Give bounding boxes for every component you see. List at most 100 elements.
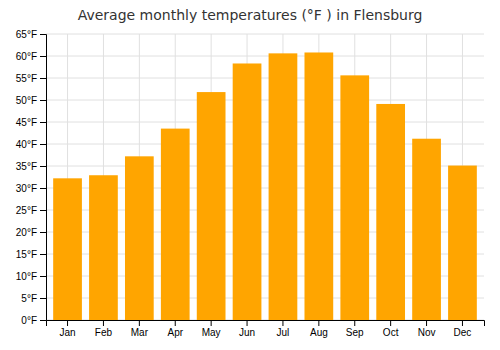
tick-label: 50°F bbox=[16, 95, 37, 106]
bar bbox=[448, 166, 477, 320]
grid-line bbox=[46, 78, 484, 79]
bar bbox=[89, 175, 118, 320]
tick: Aug bbox=[310, 320, 328, 338]
tick-mark bbox=[40, 100, 46, 101]
tick: 35°F bbox=[16, 161, 46, 172]
tick: Jun bbox=[239, 320, 255, 338]
tick-mark bbox=[139, 320, 140, 326]
grid-line bbox=[46, 100, 484, 101]
grid bbox=[46, 34, 484, 320]
tick-label: Jan bbox=[59, 327, 75, 338]
tick-mark bbox=[40, 298, 46, 299]
tick: Nov bbox=[418, 320, 436, 338]
tick-label: Nov bbox=[418, 327, 436, 338]
tick-label: 45°F bbox=[16, 117, 37, 128]
tick-mark bbox=[247, 320, 248, 326]
tick-label: 30°F bbox=[16, 183, 37, 194]
tick-mark bbox=[40, 56, 46, 57]
tick: 45°F bbox=[16, 117, 46, 128]
bar bbox=[304, 52, 333, 320]
axis-line bbox=[40, 35, 47, 321]
bar bbox=[197, 92, 226, 320]
tick-label: Apr bbox=[167, 327, 183, 338]
tick-label: 10°F bbox=[16, 271, 37, 282]
bar bbox=[269, 53, 298, 320]
tick: 15°F bbox=[16, 249, 46, 260]
tick: 0°F bbox=[21, 315, 46, 326]
tick-label: Jul bbox=[277, 327, 290, 338]
grid-line bbox=[46, 56, 484, 57]
chart: Average monthly temperatures (°F ) in Fl… bbox=[0, 0, 500, 350]
tick-label: Feb bbox=[95, 327, 113, 338]
tick: 40°F bbox=[16, 139, 46, 150]
tick-mark bbox=[40, 122, 46, 123]
tick: May bbox=[202, 320, 221, 338]
tick-mark bbox=[67, 320, 68, 326]
tick-mark bbox=[175, 320, 176, 326]
plot: Jan Feb Mar Apr May Jun Jul Aug Sep Oct Nov Dec 0°F 5… bbox=[16, 29, 485, 338]
bar bbox=[340, 75, 369, 320]
tick: Sep bbox=[346, 320, 364, 338]
tick-label: 15°F bbox=[16, 249, 37, 260]
tick-mark bbox=[211, 320, 212, 326]
bars bbox=[53, 52, 477, 320]
bar bbox=[376, 104, 405, 320]
tick-mark bbox=[40, 276, 46, 277]
tick-label: Jun bbox=[239, 327, 255, 338]
tick-label: 25°F bbox=[16, 205, 37, 216]
tick-label: Oct bbox=[383, 327, 399, 338]
title: Average monthly temperatures (°F ) in Fl… bbox=[78, 7, 423, 23]
tick-label: 35°F bbox=[16, 161, 37, 172]
tick-label: 65°F bbox=[16, 29, 37, 40]
tick: 25°F bbox=[16, 205, 46, 216]
bar bbox=[412, 139, 441, 320]
bar bbox=[125, 156, 154, 320]
tick-mark bbox=[426, 320, 427, 326]
tick-mark bbox=[354, 320, 355, 326]
tick: Apr bbox=[167, 320, 183, 338]
tick-label: Mar bbox=[131, 327, 149, 338]
tick-mark bbox=[40, 166, 46, 167]
tick-label: 20°F bbox=[16, 227, 37, 238]
bar bbox=[161, 129, 190, 320]
tick-label: Aug bbox=[310, 327, 328, 338]
grid-line bbox=[46, 34, 484, 35]
tick-mark bbox=[40, 232, 46, 233]
tick: Feb bbox=[95, 320, 113, 338]
tick-mark bbox=[40, 320, 46, 321]
tick-mark bbox=[40, 144, 46, 145]
tick-label: 55°F bbox=[16, 73, 37, 84]
x-axis: Jan Feb Mar Apr May Jun Jul Aug Sep Oct Nov Dec bbox=[47, 320, 485, 338]
tick: Oct bbox=[383, 320, 399, 338]
tick: 10°F bbox=[16, 271, 46, 282]
grid-line bbox=[46, 122, 484, 123]
tick: 60°F bbox=[16, 51, 46, 62]
tick-mark bbox=[40, 210, 46, 211]
tick-label: 0°F bbox=[21, 315, 37, 326]
tick-mark bbox=[40, 254, 46, 255]
tick-mark bbox=[40, 78, 46, 79]
tick: 55°F bbox=[16, 73, 46, 84]
tick: Mar bbox=[131, 320, 149, 338]
tick: Jul bbox=[277, 320, 290, 338]
bar bbox=[233, 63, 262, 320]
tick-mark bbox=[282, 320, 283, 326]
tick-label: 60°F bbox=[16, 51, 37, 62]
y-axis: 0°F 5°F 10°F 15°F 20°F 25°F 30°F 35°F 40°F 45°F 50… bbox=[16, 29, 47, 326]
tick-label: Dec bbox=[454, 327, 472, 338]
tick: 30°F bbox=[16, 183, 46, 194]
tick-label: May bbox=[202, 327, 221, 338]
tick: Dec bbox=[454, 320, 472, 338]
tick-label: Sep bbox=[346, 327, 364, 338]
tick-mark bbox=[40, 188, 46, 189]
tick-mark bbox=[318, 320, 319, 326]
bar bbox=[53, 178, 82, 320]
tick-mark bbox=[40, 34, 46, 35]
tick: 50°F bbox=[16, 95, 46, 106]
tick-label: 5°F bbox=[21, 293, 37, 304]
tick: 20°F bbox=[16, 227, 46, 238]
tick: 5°F bbox=[21, 293, 46, 304]
tick: 65°F bbox=[16, 29, 46, 40]
tick-mark bbox=[390, 320, 391, 326]
tick-mark bbox=[103, 320, 104, 326]
